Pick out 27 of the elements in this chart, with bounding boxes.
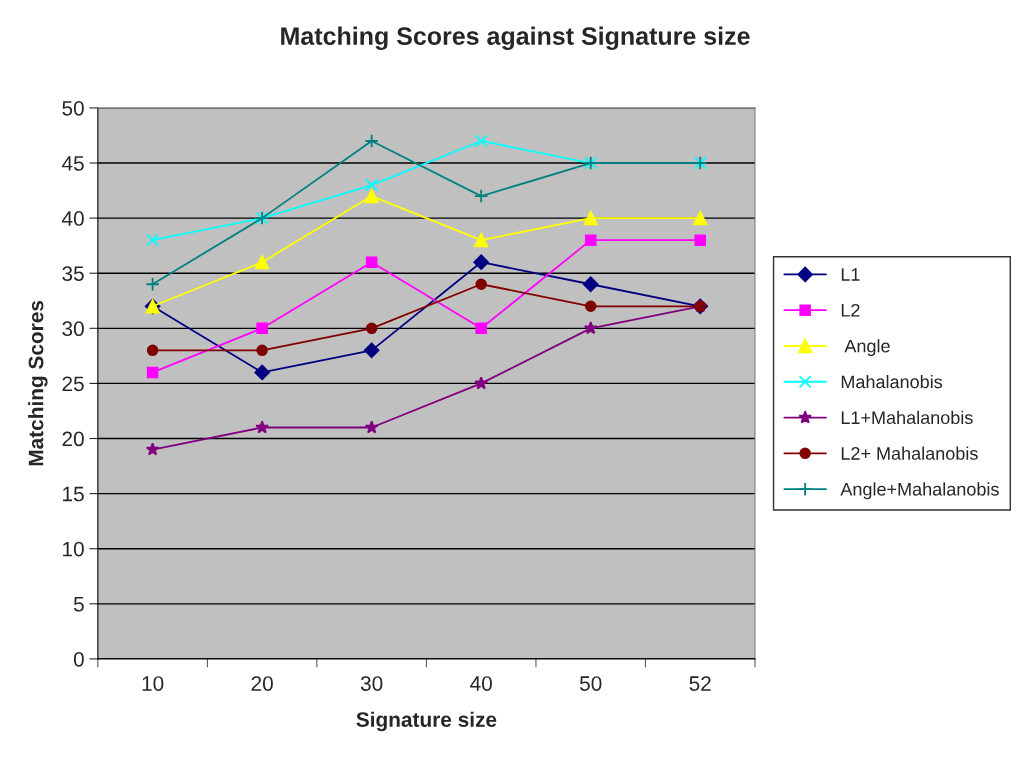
y-tick-label: 50 (62, 100, 84, 116)
chart-title: Matching Scores against Signature size (281, 26, 750, 51)
legend-label: L1+Mahalanobis (841, 410, 973, 425)
y-tick-label: 40 (61, 211, 84, 226)
legend-label: Angle+Mahalanobis (840, 482, 999, 500)
legend-label: Mahalanobis (841, 375, 943, 389)
legend-label: L1 (841, 268, 860, 281)
legend-label: Angle (844, 339, 890, 357)
y-tick-label: 35 (62, 266, 84, 281)
x-tick-label: 50 (579, 676, 602, 691)
x-tick-label: 30 (360, 676, 383, 691)
y-axis-title: Matching Scores (28, 300, 48, 466)
x-tick-label: 52 (689, 676, 711, 691)
y-tick-label: 45 (61, 156, 84, 171)
y-tick-label: 0 (73, 651, 84, 667)
x-tick-label: 10 (142, 676, 164, 691)
y-tick-label: 10 (63, 541, 84, 557)
x-tick-label: 20 (251, 676, 273, 691)
x-tick-label: 40 (470, 676, 492, 691)
x-axis-title: Signature size (356, 711, 497, 732)
legend-label: L2+ Mahalanobis (841, 446, 978, 460)
y-tick-label: 30 (62, 321, 84, 337)
y-tick-label: 25 (62, 376, 84, 392)
y-tick-label: 20 (62, 431, 84, 447)
legend-label: L2 (841, 303, 860, 317)
y-tick-label: 15 (63, 486, 84, 502)
y-tick-label: 5 (73, 597, 84, 612)
